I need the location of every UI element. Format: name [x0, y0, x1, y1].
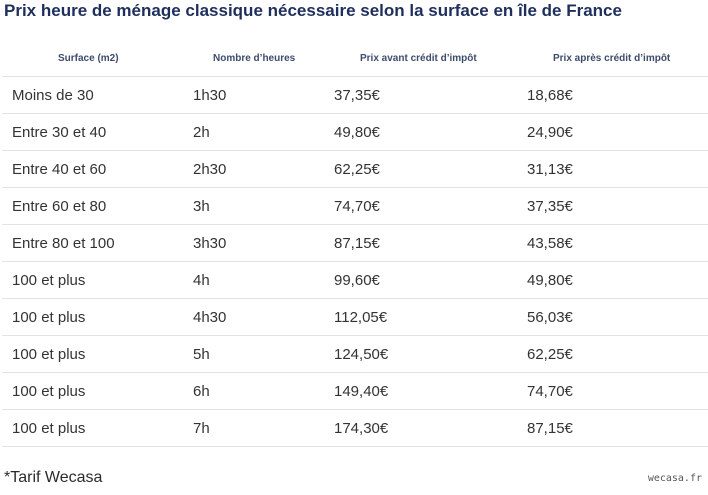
cell-hours: 3h30: [193, 224, 334, 262]
price-table: Surface (m2) Nombre d’heures Prix avant …: [2, 40, 708, 447]
page-title: Prix heure de ménage classique nécessair…: [4, 1, 622, 20]
cell-surface: 100 et plus: [2, 261, 193, 299]
cell-price-before: 174,30€: [334, 409, 527, 447]
column-header-surface: Surface (m2): [2, 40, 193, 77]
cell-price-before: 99,60€: [334, 261, 527, 299]
table-row: Entre 60 et 80 3h 74,70€ 37,35€: [2, 187, 708, 225]
cell-hours: 1h30: [193, 76, 334, 114]
cell-price-after: 24,90€: [527, 113, 708, 151]
cell-surface: 100 et plus: [2, 372, 193, 410]
column-header-price-before-credit: Prix avant crédit d’impôt: [334, 40, 527, 77]
table-row: 100 et plus 4h30 112,05€ 56,03€: [2, 298, 708, 336]
cell-surface: Entre 80 et 100: [2, 224, 193, 262]
cell-surface: Entre 30 et 40: [2, 113, 193, 151]
cell-hours: 7h: [193, 409, 334, 447]
cell-price-after: 56,03€: [527, 298, 708, 336]
footnote: *Tarif Wecasa: [4, 469, 103, 486]
cell-price-before: 87,15€: [334, 224, 527, 262]
table-row: Entre 30 et 40 2h 49,80€ 24,90€: [2, 113, 708, 151]
cell-price-before: 124,50€: [334, 335, 527, 373]
cell-price-before: 62,25€: [334, 150, 527, 188]
cell-price-after: 18,68€: [527, 76, 708, 114]
cell-surface: 100 et plus: [2, 409, 193, 447]
cell-price-before: 112,05€: [334, 298, 527, 336]
cell-price-after: 49,80€: [527, 261, 708, 299]
cell-price-before: 49,80€: [334, 113, 527, 151]
column-header-hours: Nombre d’heures: [193, 40, 334, 77]
watermark: wecasa.fr: [647, 473, 702, 484]
cell-hours: 4h: [193, 261, 334, 299]
cell-price-after: 87,15€: [527, 409, 708, 447]
cell-surface: Entre 60 et 80: [2, 187, 193, 225]
cell-hours: 2h30: [193, 150, 334, 188]
cell-price-after: 31,13€: [527, 150, 708, 188]
cell-hours: 5h: [193, 335, 334, 373]
cell-surface: Moins de 30: [2, 76, 193, 114]
table-row: 100 et plus 6h 149,40€ 74,70€: [2, 372, 708, 410]
table-row: Moins de 30 1h30 37,35€ 18,68€: [2, 76, 708, 114]
table-header-row: Surface (m2) Nombre d’heures Prix avant …: [2, 40, 708, 77]
cell-surface: Entre 40 et 60: [2, 150, 193, 188]
table-row: Entre 40 et 60 2h30 62,25€ 31,13€: [2, 150, 708, 188]
cell-price-after: 62,25€: [527, 335, 708, 373]
cell-hours: 3h: [193, 187, 334, 225]
cell-price-after: 74,70€: [527, 372, 708, 410]
cell-price-after: 43,58€: [527, 224, 708, 262]
cell-surface: 100 et plus: [2, 298, 193, 336]
cell-hours: 6h: [193, 372, 334, 410]
cell-hours: 4h30: [193, 298, 334, 336]
table-row: 100 et plus 5h 124,50€ 62,25€: [2, 335, 708, 373]
cell-price-after: 37,35€: [527, 187, 708, 225]
table-row: 100 et plus 4h 99,60€ 49,80€: [2, 261, 708, 299]
cell-surface: 100 et plus: [2, 335, 193, 373]
cell-hours: 2h: [193, 113, 334, 151]
cell-price-before: 149,40€: [334, 372, 527, 410]
table-row: 100 et plus 7h 174,30€ 87,15€: [2, 409, 708, 447]
cell-price-before: 74,70€: [334, 187, 527, 225]
cell-price-before: 37,35€: [334, 76, 527, 114]
column-header-price-after-credit: Prix après crédit d’impôt: [527, 40, 708, 77]
table-row: Entre 80 et 100 3h30 87,15€ 43,58€: [2, 224, 708, 262]
